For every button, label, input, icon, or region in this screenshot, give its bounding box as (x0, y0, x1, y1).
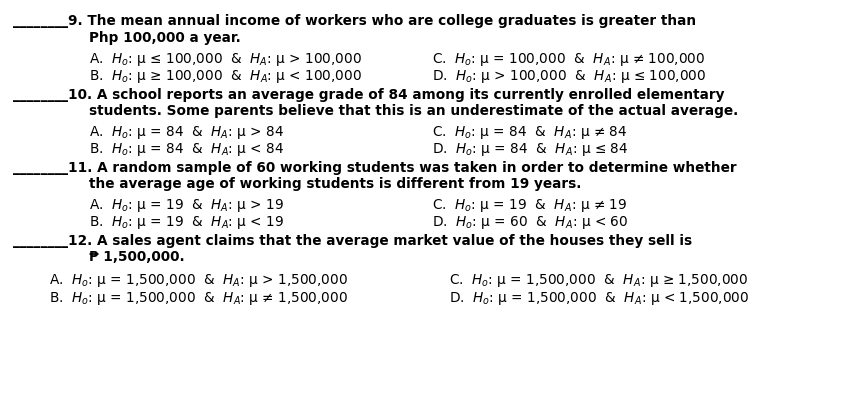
Text: D.  $H_o$: μ = 60  &  $H_A$: μ < 60: D. $H_o$: μ = 60 & $H_A$: μ < 60 (432, 214, 629, 230)
Text: students. Some parents believe that this is an underestimate of the actual avera: students. Some parents believe that this… (89, 104, 739, 118)
Text: B.  $H_o$: μ = 1,500,000  &  $H_A$: μ ≠ 1,500,000: B. $H_o$: μ = 1,500,000 & $H_A$: μ ≠ 1,5… (49, 290, 349, 307)
Text: Php 100,000 a year.: Php 100,000 a year. (89, 31, 241, 45)
Text: the average age of working students is different from 19 years.: the average age of working students is d… (89, 177, 581, 191)
Text: A.  $H_o$: μ = 19  &  $H_A$: μ > 19: A. $H_o$: μ = 19 & $H_A$: μ > 19 (89, 197, 285, 214)
Text: A.  $H_o$: μ = 84  &  $H_A$: μ > 84: A. $H_o$: μ = 84 & $H_A$: μ > 84 (89, 125, 285, 141)
Text: C.  $H_o$: μ = 1,500,000  &  $H_A$: μ ≥ 1,500,000: C. $H_o$: μ = 1,500,000 & $H_A$: μ ≥ 1,5… (450, 272, 749, 289)
Text: ________10. A school reports an average grade of 84 among its currently enrolled: ________10. A school reports an average … (13, 88, 724, 102)
Text: A.  $H_o$: μ ≤ 100,000  &  $H_A$: μ > 100,000: A. $H_o$: μ ≤ 100,000 & $H_A$: μ > 100,0… (89, 52, 362, 69)
Text: A.  $H_o$: μ = 1,500,000  &  $H_A$: μ > 1,500,000: A. $H_o$: μ = 1,500,000 & $H_A$: μ > 1,5… (49, 272, 349, 289)
Text: D.  $H_o$: μ > 100,000  &  $H_A$: μ ≤ 100,000: D. $H_o$: μ > 100,000 & $H_A$: μ ≤ 100,0… (432, 68, 707, 85)
Text: D.  $H_o$: μ = 84  &  $H_A$: μ ≤ 84: D. $H_o$: μ = 84 & $H_A$: μ ≤ 84 (432, 141, 629, 158)
Text: ________9. The mean annual income of workers who are college graduates is greate: ________9. The mean annual income of wor… (13, 14, 696, 28)
Text: B.  $H_o$: μ = 19  &  $H_A$: μ < 19: B. $H_o$: μ = 19 & $H_A$: μ < 19 (89, 214, 285, 230)
Text: B.  $H_o$: μ ≥ 100,000  &  $H_A$: μ < 100,000: B. $H_o$: μ ≥ 100,000 & $H_A$: μ < 100,0… (89, 68, 362, 85)
Text: C.  $H_o$: μ = 100,000  &  $H_A$: μ ≠ 100,000: C. $H_o$: μ = 100,000 & $H_A$: μ ≠ 100,0… (432, 52, 706, 69)
Text: C.  $H_o$: μ = 19  &  $H_A$: μ ≠ 19: C. $H_o$: μ = 19 & $H_A$: μ ≠ 19 (432, 197, 628, 214)
Text: D.  $H_o$: μ = 1,500,000  &  $H_A$: μ < 1,500,000: D. $H_o$: μ = 1,500,000 & $H_A$: μ < 1,5… (450, 290, 750, 307)
Text: ________11. A random sample of 60 working students was taken in order to determi: ________11. A random sample of 60 workin… (13, 161, 736, 175)
Text: C.  $H_o$: μ = 84  &  $H_A$: μ ≠ 84: C. $H_o$: μ = 84 & $H_A$: μ ≠ 84 (432, 125, 628, 141)
Text: ₱ 1,500,000.: ₱ 1,500,000. (89, 250, 185, 264)
Text: B.  $H_o$: μ = 84  &  $H_A$: μ < 84: B. $H_o$: μ = 84 & $H_A$: μ < 84 (89, 141, 285, 158)
Text: ________12. A sales agent claims that the average market value of the houses the: ________12. A sales agent claims that th… (13, 234, 692, 248)
